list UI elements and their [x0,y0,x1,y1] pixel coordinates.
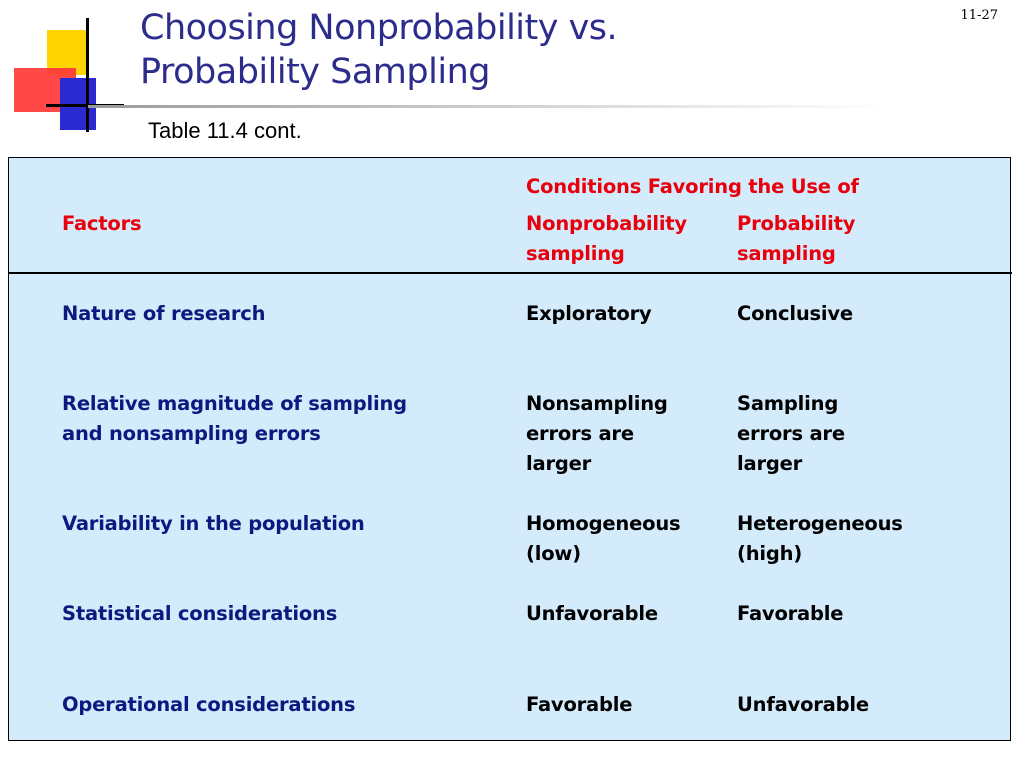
group-header: Conditions Favoring the Use of [526,175,859,198]
slide-number: 11-27 [960,8,998,23]
table-caption: Table 11.4 cont. [148,118,302,143]
row-nonprobability-value: Favorable [526,693,633,716]
row-factor: Variability in the population [62,512,365,535]
row-factor: Operational considerations [62,693,356,716]
row-probability-value: Favorable [737,602,844,625]
title-underline [88,105,888,108]
slide-logo [0,0,140,140]
header-factors: Factors [62,212,142,235]
header-nonprobability: Nonprobability sampling [526,212,687,265]
comparison-table: Conditions Favoring the Use of Factors N… [8,157,1012,741]
row-probability-value: Heterogeneous (high) [737,512,903,565]
header-divider [9,272,1012,274]
logo-yellow-square [47,30,87,75]
row-factor: Relative magnitude of sampling and nonsa… [62,392,407,445]
row-probability-value: Unfavorable [737,693,869,716]
row-nonprobability-value: Unfavorable [526,602,658,625]
header-probability: Probability sampling [737,212,856,265]
logo-horizontal-line [46,104,124,107]
row-factor: Statistical considerations [62,602,338,625]
row-probability-value: Sampling errors are larger [737,392,845,475]
slide-title: Choosing Nonprobability vs. Probability … [140,8,618,92]
row-nonprobability-value: Nonsampling errors are larger [526,392,668,475]
row-probability-value: Conclusive [737,302,853,325]
row-nonprobability-value: Exploratory [526,302,652,325]
row-nonprobability-value: Homogeneous (low) [526,512,681,565]
row-factor: Nature of research [62,302,266,325]
logo-vertical-line [86,18,89,132]
